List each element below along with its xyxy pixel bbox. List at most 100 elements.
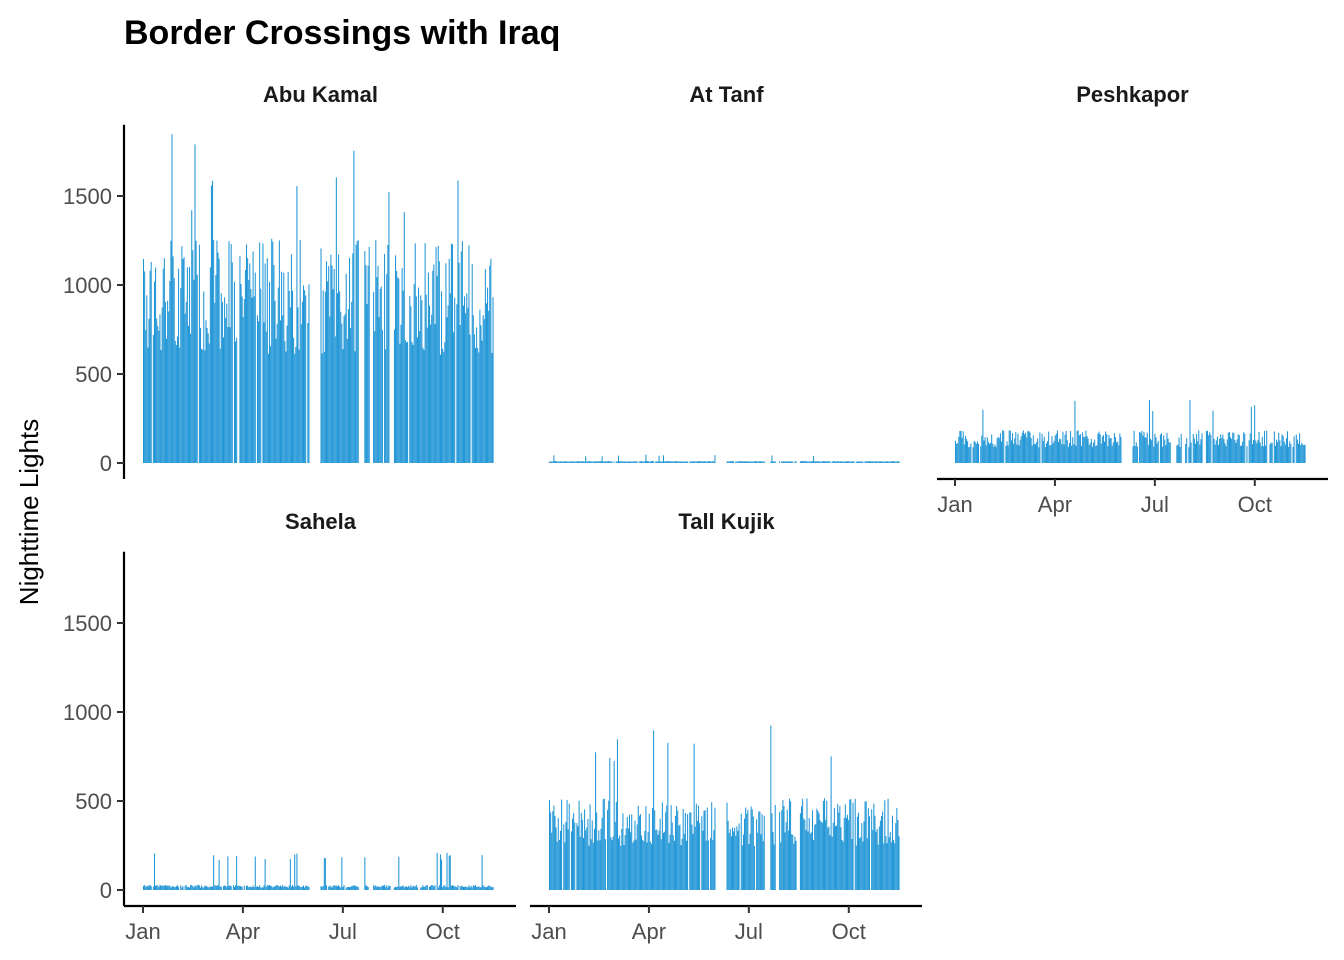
bar bbox=[865, 461, 867, 463]
bar bbox=[825, 819, 827, 890]
bar bbox=[792, 834, 794, 890]
bar bbox=[480, 325, 482, 463]
bar bbox=[206, 327, 208, 463]
bar bbox=[785, 822, 787, 890]
bar bbox=[445, 263, 447, 463]
bar bbox=[867, 461, 869, 463]
bar bbox=[215, 885, 217, 890]
bar bbox=[1020, 436, 1022, 463]
bar bbox=[455, 886, 457, 890]
bar bbox=[762, 841, 764, 890]
bar bbox=[561, 799, 563, 890]
bar bbox=[965, 439, 967, 463]
bar bbox=[689, 461, 691, 463]
bar bbox=[1025, 432, 1027, 463]
bar bbox=[322, 290, 324, 463]
bar bbox=[627, 828, 629, 890]
bar bbox=[874, 815, 876, 890]
bar bbox=[251, 887, 253, 890]
bar bbox=[662, 455, 664, 463]
bar bbox=[293, 886, 295, 890]
bar bbox=[276, 885, 278, 890]
bar bbox=[238, 885, 240, 890]
bar bbox=[365, 885, 367, 890]
bar bbox=[395, 255, 397, 463]
bar bbox=[379, 886, 381, 890]
bar bbox=[849, 799, 851, 890]
bar bbox=[855, 461, 857, 463]
bar bbox=[704, 461, 706, 463]
bar bbox=[339, 291, 341, 463]
bar bbox=[658, 830, 660, 890]
bar bbox=[558, 839, 560, 890]
bar bbox=[1056, 430, 1058, 463]
bar bbox=[893, 840, 895, 890]
bar bbox=[799, 813, 801, 890]
bar bbox=[618, 838, 620, 890]
bar bbox=[176, 336, 179, 463]
bar bbox=[792, 461, 794, 463]
bar bbox=[485, 887, 487, 890]
bar bbox=[435, 247, 437, 463]
bar bbox=[573, 813, 575, 890]
bar bbox=[799, 461, 801, 463]
bar bbox=[671, 461, 673, 463]
bar bbox=[829, 461, 831, 463]
bar bbox=[751, 461, 753, 463]
y-tick-label: 500 bbox=[75, 789, 112, 814]
bar bbox=[300, 324, 302, 463]
bar bbox=[351, 886, 353, 890]
bar bbox=[167, 300, 169, 463]
bar bbox=[147, 886, 149, 890]
bar bbox=[335, 177, 337, 464]
bar bbox=[219, 886, 221, 890]
bar bbox=[437, 887, 439, 890]
bar bbox=[197, 884, 199, 890]
bar bbox=[398, 856, 400, 890]
bar bbox=[152, 335, 154, 463]
bar bbox=[1021, 432, 1023, 463]
bar bbox=[802, 798, 804, 890]
bar bbox=[856, 461, 858, 463]
bar bbox=[149, 884, 151, 890]
bar bbox=[981, 435, 983, 463]
bar bbox=[630, 461, 632, 463]
bar bbox=[490, 886, 492, 890]
bar bbox=[711, 461, 713, 463]
bar bbox=[410, 885, 412, 890]
bar bbox=[1073, 444, 1075, 463]
bar bbox=[609, 758, 611, 890]
bar bbox=[236, 856, 238, 890]
bar bbox=[650, 461, 652, 463]
bar bbox=[331, 887, 333, 890]
bar bbox=[672, 835, 674, 890]
bar bbox=[220, 293, 222, 463]
bar bbox=[819, 820, 821, 890]
bar bbox=[421, 887, 423, 890]
bar bbox=[1234, 439, 1236, 463]
bar bbox=[1015, 432, 1017, 463]
bar bbox=[821, 461, 823, 463]
bar bbox=[321, 353, 323, 463]
bar bbox=[1224, 443, 1226, 463]
bar bbox=[187, 325, 189, 463]
bar bbox=[1104, 441, 1106, 463]
bar bbox=[740, 460, 742, 463]
bar bbox=[586, 827, 588, 890]
bar bbox=[1282, 435, 1284, 463]
bar bbox=[681, 838, 683, 890]
bar bbox=[1249, 433, 1251, 463]
bar bbox=[859, 461, 861, 463]
bar bbox=[240, 284, 242, 463]
bar bbox=[274, 886, 276, 890]
bar bbox=[1052, 443, 1054, 463]
bar bbox=[357, 240, 359, 463]
bar bbox=[738, 461, 740, 463]
bar bbox=[492, 297, 494, 463]
bar bbox=[416, 887, 418, 890]
bar bbox=[891, 815, 893, 890]
bar bbox=[657, 461, 659, 463]
bar bbox=[980, 446, 982, 463]
bar bbox=[400, 324, 402, 463]
bar bbox=[410, 306, 412, 463]
